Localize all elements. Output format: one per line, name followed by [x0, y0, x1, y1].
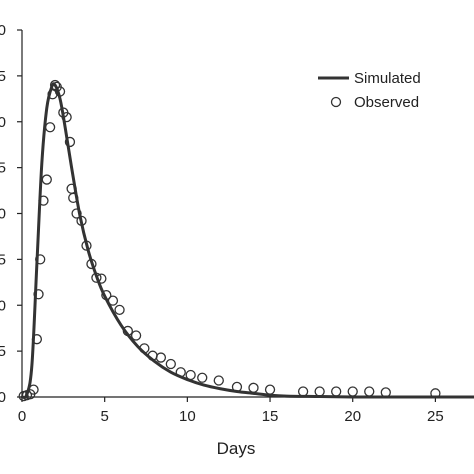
x-tick-label: 5 — [101, 408, 109, 425]
observed-point — [66, 183, 77, 194]
observed-point — [28, 384, 39, 395]
x-tick-label: 0 — [18, 408, 26, 425]
observed-point — [231, 381, 243, 393]
observed-point — [331, 386, 342, 397]
x-axis-title: Days — [217, 439, 256, 458]
y-tick-label: 0 — [0, 206, 6, 223]
observed-point — [155, 352, 167, 363]
observed-point — [71, 208, 82, 219]
observed-point — [86, 258, 97, 270]
observed-point — [44, 122, 56, 133]
observed-point — [297, 386, 309, 397]
observed-point — [33, 289, 44, 300]
observed-point — [314, 386, 325, 397]
observed-point — [91, 272, 102, 283]
y-tick-label: 0 — [0, 389, 6, 406]
observed-point — [380, 387, 391, 398]
legend-observed-label: Observed — [354, 94, 419, 111]
observed-point — [107, 295, 119, 306]
observed-point — [81, 240, 92, 251]
observed-point — [64, 136, 76, 148]
observed-point — [185, 369, 196, 381]
observed-point — [364, 386, 375, 397]
observed-point — [139, 343, 150, 354]
y-tick-label: 5 — [0, 160, 6, 177]
observed-point — [41, 174, 52, 185]
observed-series — [18, 79, 441, 402]
y-tick-label: 5 — [0, 251, 6, 268]
observed-point — [213, 375, 224, 386]
simulated-line — [20, 82, 474, 399]
y-tick-label: 0 — [0, 297, 6, 314]
observed-point — [248, 382, 259, 393]
observed-point — [197, 372, 208, 383]
y-tick-label: 5 — [0, 68, 6, 85]
observed-point — [54, 86, 66, 97]
legend-simulated-label: Simulated — [354, 70, 421, 87]
observed-point — [430, 388, 441, 399]
x-tick-label: 10 — [179, 408, 196, 425]
x-tick-label: 25 — [427, 408, 444, 425]
y-tick-label: 5 — [0, 343, 6, 360]
observed-point — [96, 273, 107, 284]
observed-point — [147, 350, 158, 361]
x-tick-label: 20 — [344, 408, 361, 425]
legend-observed-marker — [330, 96, 342, 108]
observed-point — [175, 367, 186, 378]
observed-point — [49, 79, 61, 91]
x-axis-ticks: 0 5 10 15 20 25 — [18, 397, 444, 425]
observed-point — [35, 254, 46, 265]
observed-point — [347, 386, 358, 397]
legend: Simulated Observed — [318, 70, 421, 111]
observed-point — [76, 215, 87, 226]
observed-point — [130, 330, 142, 341]
observed-point — [31, 334, 43, 345]
observed-point — [122, 325, 133, 337]
observed-point — [38, 195, 49, 206]
observed-point — [101, 290, 112, 301]
observed-point — [61, 112, 72, 123]
simulated-series — [20, 82, 474, 399]
y-tick-label: 0 — [0, 114, 6, 131]
observed-point — [114, 304, 125, 315]
observed-point — [68, 192, 79, 204]
y-tick-label: 0 — [0, 22, 6, 39]
observed-point — [264, 384, 276, 395]
observed-point — [165, 358, 176, 370]
x-tick-label: 15 — [262, 408, 279, 425]
y-axis-ticks: 0 5 0 5 0 5 0 5 0 — [0, 22, 22, 406]
